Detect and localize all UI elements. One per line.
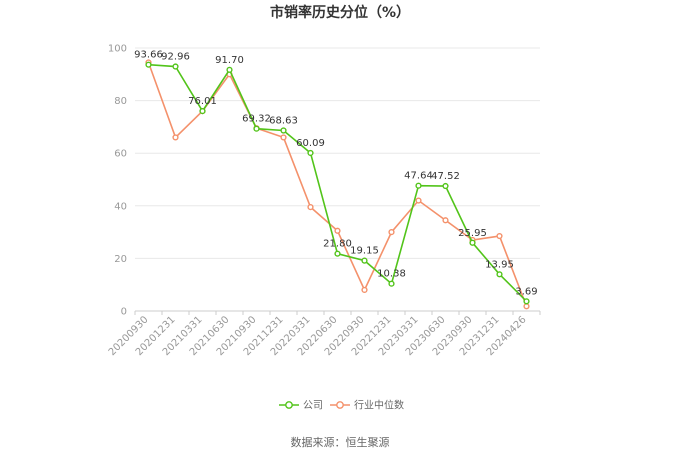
data-label: 60.09 [296, 138, 325, 149]
data-label: 10.38 [377, 269, 406, 280]
y-tick-label: 40 [114, 201, 127, 212]
data-label: 21.80 [323, 239, 352, 250]
data-point[interactable] [442, 182, 449, 190]
y-tick-label: 80 [114, 96, 127, 107]
data-point[interactable] [469, 239, 476, 246]
data-label: 91.70 [215, 55, 244, 66]
data-label: 13.95 [485, 259, 514, 270]
data-label: 93.66 [134, 50, 163, 61]
data-point[interactable] [361, 286, 368, 294]
y-tick-label: 60 [114, 149, 127, 160]
gridlines [135, 47, 540, 312]
legend-label: 行业中位数 [354, 399, 404, 412]
legend-marker [336, 401, 344, 409]
y-tick-label: 0 [121, 307, 127, 318]
data-point[interactable] [361, 257, 368, 264]
data-label: 3.69 [515, 286, 537, 297]
data-point[interactable] [415, 182, 422, 189]
data-point[interactable] [523, 303, 530, 310]
y-tick-label: 20 [114, 254, 127, 265]
data-label: 25.95 [458, 228, 487, 239]
legend-label: 公司 [303, 401, 323, 412]
data-point[interactable] [334, 250, 341, 257]
legend-item-industry-median[interactable]: 行业中位数 [330, 399, 404, 412]
data-point[interactable] [280, 134, 287, 141]
data-point[interactable] [172, 63, 179, 70]
data-point[interactable] [415, 197, 422, 204]
data-point[interactable] [145, 61, 152, 68]
data-point[interactable] [199, 107, 206, 115]
data-point[interactable] [253, 125, 260, 132]
data-point[interactable] [496, 232, 503, 240]
data-label: 76.01 [188, 96, 217, 107]
data-point[interactable] [523, 298, 530, 305]
legend-marker [285, 401, 293, 409]
data-point[interactable] [280, 127, 287, 134]
data-label: 69.32 [242, 114, 271, 125]
data-source: 数据来源：恒生聚源 [291, 435, 390, 449]
data-point[interactable] [226, 66, 233, 73]
data-label: 47.64 [404, 171, 433, 182]
data-point[interactable] [388, 280, 395, 287]
series-company [145, 61, 530, 305]
data-point[interactable] [388, 229, 395, 236]
legend-item-company[interactable]: 公司 [279, 401, 323, 412]
data-label: 47.52 [431, 171, 460, 182]
data-point[interactable] [442, 217, 449, 224]
data-point[interactable] [172, 134, 179, 141]
data-point[interactable] [496, 271, 503, 278]
y-axis: 0 20 40 60 80 100 [108, 44, 127, 318]
data-point[interactable] [307, 149, 314, 157]
data-label: 68.63 [269, 116, 298, 127]
data-label: 19.15 [350, 246, 379, 257]
x-axis: 2020093020201231202103312021063020210930… [107, 310, 541, 358]
chart-title: 市销率历史分位（%） [270, 4, 410, 21]
y-tick-label: 100 [108, 44, 127, 55]
data-point[interactable] [334, 227, 341, 234]
legend[interactable]: 公司 行业中位数 [279, 399, 404, 412]
data-label: 92.96 [161, 52, 190, 63]
data-point[interactable] [307, 204, 314, 211]
